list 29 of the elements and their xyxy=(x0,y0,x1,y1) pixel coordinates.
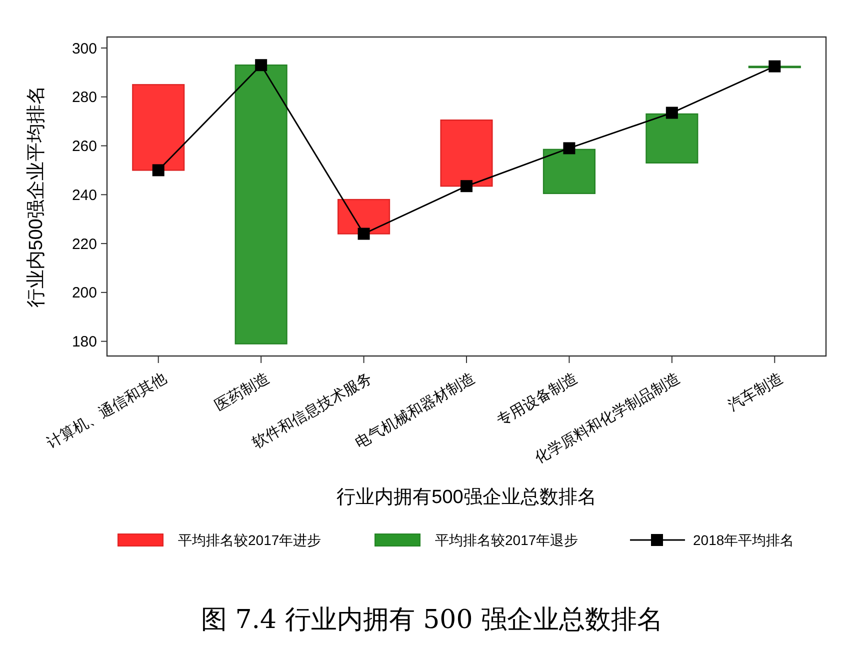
bar xyxy=(132,84,185,171)
y-tick-label: 180 xyxy=(72,334,97,351)
y-tick-label: 260 xyxy=(72,138,97,156)
legend-label: 平均排名较2017年退步 xyxy=(435,532,578,548)
legend-label: 2018年平均排名 xyxy=(693,532,794,548)
point xyxy=(768,60,781,72)
bar xyxy=(646,113,698,164)
x-tick-label: 医药制造 xyxy=(212,370,272,415)
bar xyxy=(338,198,390,234)
bar xyxy=(234,64,288,344)
y-tick-label: 240 xyxy=(72,186,97,204)
x-tick-label: 汽车制造 xyxy=(725,370,786,415)
text: 图 7.4 行业内拥有 500 强企业总数排名 xyxy=(200,605,664,635)
point xyxy=(563,142,576,154)
y-tick-label: 300 xyxy=(72,40,97,58)
y-axis-title: 行业内500强企业平均排名 xyxy=(26,86,47,308)
point xyxy=(152,164,164,176)
legend-label: 平均排名较2017年进步 xyxy=(178,532,322,548)
x-axis-title: 行业内拥有500强企业总数排名 xyxy=(336,487,596,508)
point xyxy=(460,180,472,192)
y-tick-label: 280 xyxy=(72,89,97,106)
point xyxy=(666,106,678,119)
x-tick-label: 计算机、通信和其他 xyxy=(44,370,170,452)
point xyxy=(255,59,268,72)
point xyxy=(358,228,370,240)
y-tick-label: 220 xyxy=(72,236,97,253)
y-tick-label: 200 xyxy=(72,284,97,302)
bar xyxy=(542,148,596,194)
bar xyxy=(440,120,493,187)
